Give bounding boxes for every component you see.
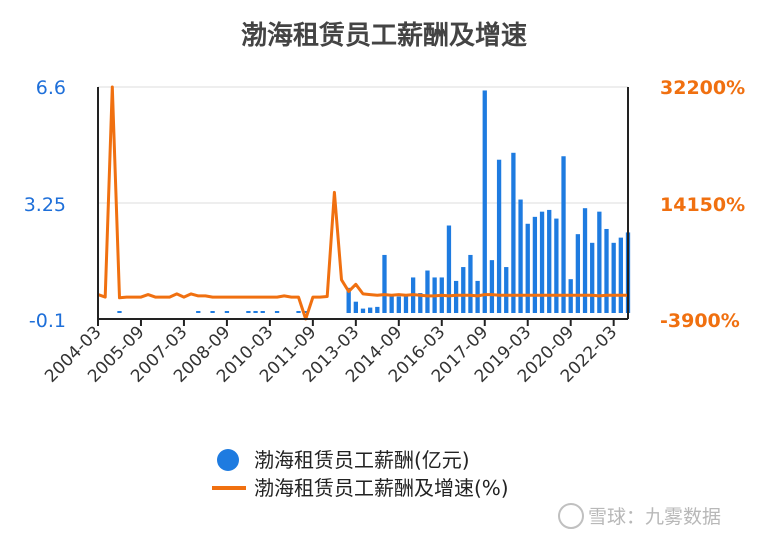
bar-2015-06 [418, 293, 423, 313]
bar-2004-12 [117, 311, 122, 313]
bar-2014-06 [389, 296, 394, 313]
y-left-tick-mid: 3.25 [24, 194, 66, 216]
x-tick-labels: 2004-032005-092007-032008-092010-032011-… [41, 319, 621, 387]
bar-2018-06 [504, 267, 509, 313]
y-right-tick-bottom: -3900% [660, 310, 740, 332]
bar-2021-12 [604, 228, 609, 313]
legend: 渤海租赁员工薪酬(亿元) 渤海租赁员工薪酬及增速(%) [212, 448, 509, 500]
legend-line-marker [212, 486, 246, 490]
bar-2018-09 [511, 152, 516, 313]
legend-line-label: 渤海租赁员工薪酬及增速(%) [254, 476, 509, 500]
y-right-tick-mid: 14150% [660, 194, 745, 216]
bar-2013-06 [360, 308, 366, 313]
axes [97, 87, 629, 320]
bar-2009-12 [260, 311, 265, 313]
bar-2019-09 [539, 211, 545, 313]
y-left-tick-top: 6.6 [36, 77, 66, 99]
watermark: 雪球：九雾数据 [558, 503, 721, 529]
bar-2021-03 [582, 208, 588, 313]
bar-2009-06 [246, 311, 251, 313]
bar-2015-09 [425, 270, 430, 313]
chart-title: 渤海租赁员工薪酬及增速 [241, 20, 527, 51]
bar-2017-09 [482, 90, 487, 314]
growth-line [97, 85, 628, 321]
bar-2010-06 [274, 311, 280, 313]
bar-2013-12 [375, 306, 380, 313]
bar-2018-12 [518, 199, 523, 313]
bar-2013-03 [353, 301, 358, 313]
bar-2008-03 [210, 311, 215, 313]
bar-2016-09 [453, 280, 459, 313]
bar-series [117, 90, 631, 314]
bar-2011-03 [296, 311, 301, 313]
bar-2020-12 [575, 234, 581, 313]
snowball-logo-icon [558, 503, 584, 529]
bar-2021-09 [597, 211, 602, 313]
line-series [97, 85, 628, 321]
bar-2021-06 [590, 242, 595, 313]
bar-2019-12 [547, 209, 552, 313]
bar-2008-09 [224, 311, 230, 313]
bar-2014-09 [396, 296, 401, 313]
bar-2017-12 [489, 260, 495, 313]
bar-2011-06 [303, 311, 308, 313]
bar-2020-03 [554, 218, 559, 313]
bar-2014-03 [382, 254, 387, 313]
bar-2019-06 [532, 216, 538, 313]
bar-2022-03 [611, 242, 616, 313]
bar-2019-03 [525, 223, 530, 313]
bar-2020-06 [561, 156, 566, 313]
bar-2016-12 [461, 267, 466, 313]
legend-bar-label: 渤海租赁员工薪酬(亿元) [254, 448, 470, 472]
legend-bar-marker [217, 449, 239, 471]
bar-2017-03 [468, 254, 473, 313]
bar-2014-12 [403, 294, 409, 313]
bar-2022-06 [618, 237, 623, 313]
y-right-tick-top: 32200% [660, 77, 745, 99]
bar-2013-09 [368, 307, 373, 313]
bar-2007-09 [196, 311, 201, 313]
bar-2012-12 [346, 287, 351, 313]
bar-2009-09 [253, 311, 258, 313]
bar-2018-03 [496, 159, 502, 313]
y-left-tick-bottom: -0.1 [29, 310, 66, 332]
watermark-text: 雪球：九雾数据 [588, 506, 721, 528]
bar-2016-06 [446, 225, 452, 313]
